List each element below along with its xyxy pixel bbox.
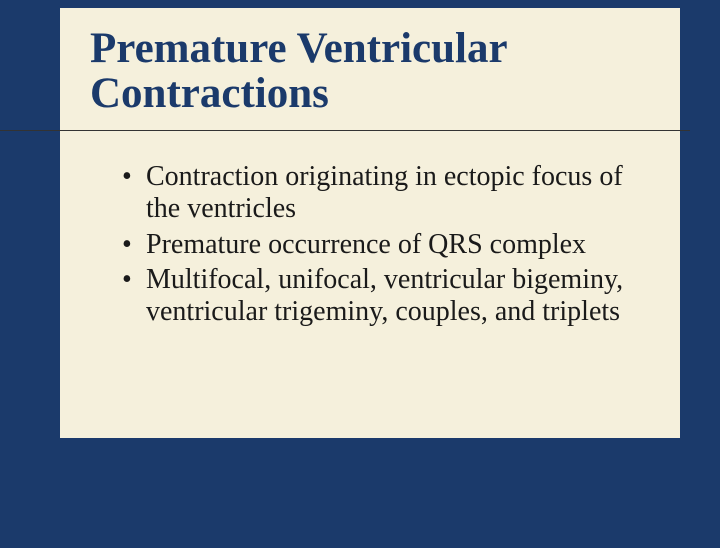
bullet-list: Contraction originating in ectopic focus… — [90, 161, 650, 328]
content-box: Premature Ventricular Contractions Contr… — [60, 8, 680, 438]
bullet-item: Contraction originating in ectopic focus… — [122, 161, 650, 225]
slide-title: Premature Ventricular Contractions — [90, 26, 650, 116]
slide-container: Premature Ventricular Contractions Contr… — [0, 8, 720, 548]
title-divider — [0, 130, 690, 131]
bullet-item: Premature occurrence of QRS complex — [122, 229, 650, 261]
bullet-item: Multifocal, unifocal, ventricular bigemi… — [122, 264, 650, 328]
